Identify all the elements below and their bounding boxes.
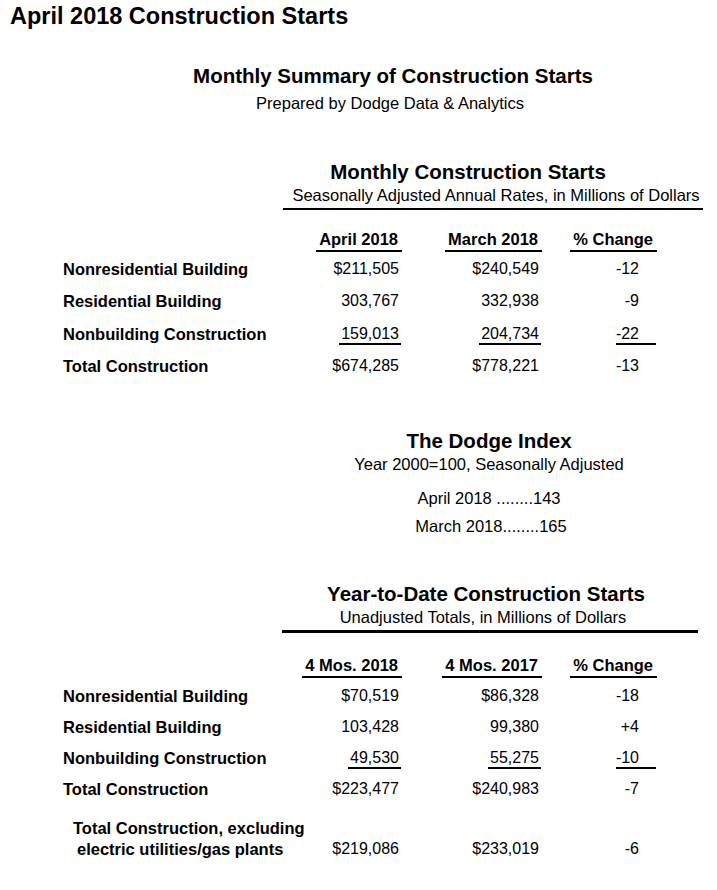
table-row: Total Construction $223,477 $240,983 -7 [0, 781, 717, 801]
row-label: Nonbuilding Construction [63, 326, 266, 343]
table-row: Residential Building 303,767 332,938 -9 [0, 293, 717, 313]
value-cell: 55,275 [488, 749, 541, 769]
value-cell: $240,983 [472, 781, 539, 797]
table-row: Nonbuilding Construction 49,530 55,275 -… [0, 750, 717, 770]
row-label: electric utilities/gas plants [77, 841, 283, 858]
value-cell: $674,285 [332, 358, 399, 374]
row-label: Total Construction [63, 358, 208, 375]
value-cell: $219,086 [332, 841, 399, 857]
table-row: Nonresidential Building $211,505 $240,54… [0, 261, 717, 281]
document-page: { "page": { "title": "April 2018 Constru… [0, 0, 717, 890]
table-row: Nonresidential Building $70,519 $86,328 … [0, 688, 717, 708]
dodge-index-heading: The Dodge Index [406, 431, 571, 452]
table-row: Nonbuilding Construction 159,013 204,734… [0, 326, 717, 346]
ytd-table-subheading: Unadjusted Totals, in Millions of Dollar… [340, 609, 627, 626]
ytd-table-heading: Year-to-Date Construction Starts [327, 584, 645, 605]
column-header: 4 Mos. 2018 [302, 657, 402, 678]
dodge-index-subheading: Year 2000=100, Seasonally Adjusted [354, 456, 624, 473]
value-cell: -9 [625, 292, 656, 309]
row-label: Nonresidential Building [63, 688, 248, 705]
monthly-table-subheading: Seasonally Adjusted Annual Rates, in Mil… [292, 187, 699, 204]
value-cell: 204,734 [479, 325, 541, 345]
value-cell: 49,530 [348, 749, 401, 769]
dodge-index-entry: March 2018........165 [415, 518, 566, 535]
value-cell: 332,938 [481, 293, 539, 309]
column-header: April 2018 [316, 231, 402, 252]
table-row: Total Construction $674,285 $778,221 -13 [0, 358, 717, 378]
value-cell: 303,767 [341, 293, 399, 309]
summary-subheading: Prepared by Dodge Data & Analytics [256, 95, 524, 112]
page-title: April 2018 Construction Starts [10, 5, 348, 29]
value-cell: -22 [616, 325, 656, 345]
table-row: electric utilities/gas plants $219,086 $… [0, 841, 717, 861]
row-label: Total Construction, excluding [73, 820, 305, 837]
value-cell: -12 [616, 260, 656, 277]
value-cell: $86,328 [481, 688, 539, 704]
row-label: Nonresidential Building [63, 261, 248, 278]
column-header: March 2018 [445, 231, 542, 252]
value-cell: 103,428 [341, 719, 399, 735]
summary-heading: Monthly Summary of Construction Starts [193, 66, 593, 87]
value-cell: -13 [616, 357, 656, 374]
value-cell: -7 [625, 780, 656, 797]
row-label: Residential Building [63, 719, 222, 736]
column-header: 4 Mos. 2017 [442, 657, 542, 678]
value-cell: 99,380 [490, 719, 539, 735]
monthly-table-heading: Monthly Construction Starts [330, 162, 606, 183]
value-cell: $223,477 [332, 781, 399, 797]
value-cell: $240,549 [472, 261, 539, 277]
value-cell: -10 [616, 749, 656, 769]
row-label: Nonbuilding Construction [63, 750, 266, 767]
monthly-table-rule [283, 208, 703, 210]
ytd-table-header-row: 4 Mos. 2018 4 Mos. 2017 % Change [0, 657, 717, 677]
row-label: Residential Building [63, 293, 222, 310]
value-cell: $70,519 [341, 688, 399, 704]
column-header: % Change [570, 231, 657, 252]
value-cell: +4 [621, 718, 656, 735]
column-header: % Change [570, 657, 657, 678]
value-cell: -6 [625, 840, 656, 857]
value-cell: 159,013 [339, 325, 401, 345]
monthly-table-header-row: April 2018 March 2018 % Change [0, 231, 717, 251]
value-cell: $233,019 [472, 841, 539, 857]
table-row: Residential Building 103,428 99,380 +4 [0, 719, 717, 739]
ytd-table-rule [282, 630, 698, 633]
value-cell: -18 [616, 687, 656, 704]
value-cell: $778,221 [472, 358, 539, 374]
row-label: Total Construction [63, 781, 208, 798]
value-cell: $211,505 [333, 261, 399, 277]
table-row: Total Construction, excluding [0, 820, 717, 840]
dodge-index-entry: April 2018 ........143 [417, 490, 560, 507]
